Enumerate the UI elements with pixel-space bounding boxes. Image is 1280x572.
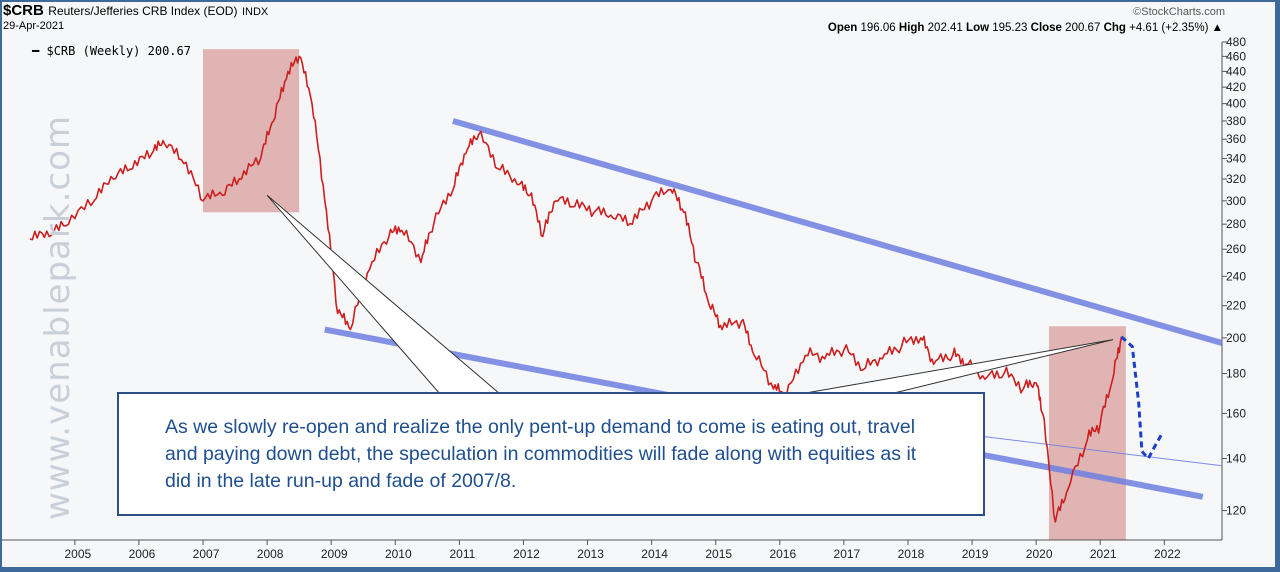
x-tick-label: 2013 — [577, 547, 604, 561]
legend-label: $CRB (Weekly) 200.67 — [46, 44, 191, 58]
ticker-symbol: $CRB — [3, 2, 44, 19]
y-tick-label: 380 — [1226, 114, 1246, 128]
open-value: 196.06 — [860, 22, 896, 34]
x-tick-label: 2005 — [65, 547, 92, 561]
y-tick-label: 200 — [1226, 331, 1246, 345]
watermark: www.venablepark.com — [38, 115, 78, 520]
x-tick-label: 2019 — [962, 547, 989, 561]
x-tick-label: 2015 — [705, 547, 732, 561]
y-tick-label: 400 — [1226, 97, 1246, 111]
y-tick-label: 320 — [1226, 172, 1246, 186]
quote-bar: Open 196.06 High 202.41 Low 195.23 Close… — [828, 22, 1223, 34]
y-tick-label: 280 — [1226, 217, 1246, 231]
up-triangle-icon: ▲ — [1211, 22, 1223, 34]
series-legend: ━ $CRB (Weekly) 200.67 — [32, 44, 191, 58]
x-tick-label: 2021 — [1090, 547, 1117, 561]
x-tick-label: 2018 — [898, 547, 925, 561]
y-tick-label: 480 — [1226, 35, 1246, 49]
projection — [1120, 335, 1163, 460]
y-tick-label: 140 — [1226, 451, 1246, 465]
high-label: High — [898, 22, 925, 34]
chart-date: 29-Apr-2021 — [3, 20, 65, 32]
y-tick-label: 440 — [1226, 64, 1246, 78]
upper-trendline — [452, 118, 1223, 346]
projection-line — [1120, 335, 1163, 460]
low-label: Low — [966, 22, 990, 34]
y-tick-label: 160 — [1226, 406, 1246, 420]
thin-trendline — [972, 434, 1223, 467]
x-tick-label: 2010 — [385, 547, 412, 561]
x-tick-label: 2014 — [641, 547, 668, 561]
x-tick-label: 2016 — [769, 547, 796, 561]
y-tick-label: 420 — [1226, 80, 1246, 94]
y-axis: 120 140 160 180 200 220 240 260 280 300 320 340 360 3… — [1221, 35, 1246, 540]
y-tick-label: 240 — [1226, 269, 1246, 283]
x-tick-label: 2022 — [1154, 547, 1181, 561]
close-value: 200.67 — [1065, 22, 1101, 34]
y-tick-label: 340 — [1226, 152, 1246, 166]
shaded-period — [203, 49, 300, 213]
legend-line-icon: ━ — [32, 44, 40, 58]
callout-box: As we slowly re-open and realize the onl… — [117, 392, 985, 516]
y-tick-label: 220 — [1226, 299, 1246, 313]
x-tick-label: 2020 — [1026, 547, 1053, 561]
low-value: 195.23 — [992, 22, 1028, 34]
x-tick-label: 2012 — [513, 547, 540, 561]
y-tick-label: 360 — [1226, 132, 1246, 146]
x-tick-label: 2011 — [449, 547, 475, 561]
x-tick-label: 2006 — [129, 547, 156, 561]
x-tick-label: 2009 — [321, 547, 348, 561]
x-axis: 2005 2006 2007 2008 2009 2010 2011 2012 2013 2014… — [2, 539, 1222, 561]
chg-value: +4.61 (+2.35%) — [1129, 22, 1209, 34]
y-tick-label: 180 — [1226, 367, 1246, 381]
y-tick-label: 260 — [1226, 242, 1246, 256]
index-name: Reuters/Jefferies CRB Index (EOD) — [48, 4, 238, 18]
stockcharts-brand: ©StockCharts.com — [1133, 6, 1225, 18]
x-tick-label: 2007 — [193, 547, 220, 561]
chg-label: Chg — [1103, 22, 1126, 34]
close-label: Close — [1030, 22, 1062, 34]
high-value: 202.41 — [927, 22, 963, 34]
x-tick-label: 2017 — [834, 547, 861, 561]
x-tick-label: 2008 — [257, 547, 284, 561]
y-tick-label: 300 — [1226, 194, 1246, 208]
y-tick-label: 460 — [1226, 49, 1246, 63]
open-label: Open — [827, 22, 858, 34]
y-tick-label: 120 — [1226, 504, 1246, 518]
exchange-label: INDX — [241, 6, 269, 18]
